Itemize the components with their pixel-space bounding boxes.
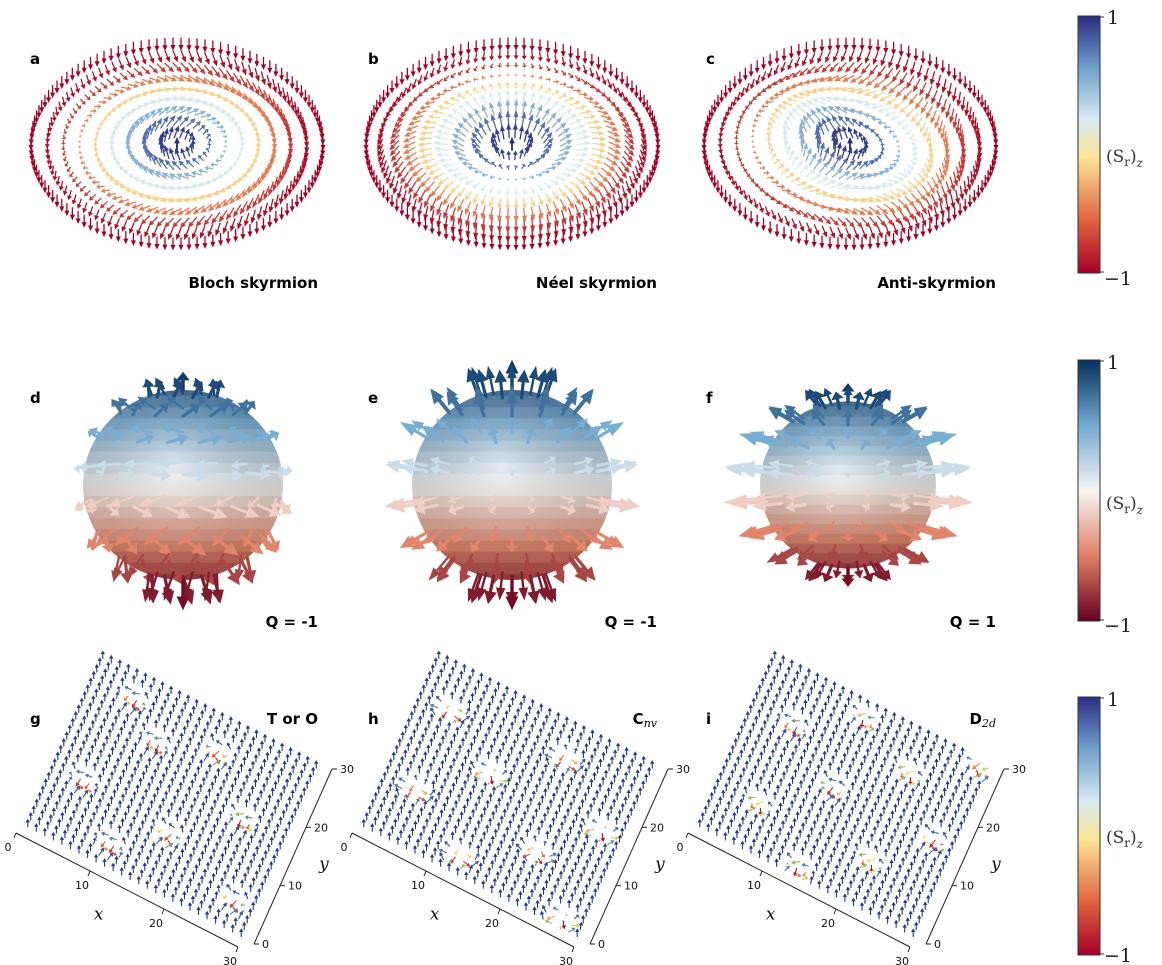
y-tick-label: 20 [314,821,328,834]
x-axis-label: x [430,904,440,924]
panel-title-d: Q = -1 [266,613,318,631]
sphere-anti [722,383,974,587]
y-tick-label: 30 [1012,763,1026,776]
panel-label-d: d [30,389,41,407]
x-tick-label: 0 [341,841,348,854]
panel-g: g T or O 0 10 20 30 0 10 20 30 x y [5,650,355,965]
panel-title-e: Q = -1 [605,613,657,631]
colorbar-middle-min: −1 [1104,615,1132,637]
colorbar-middle: 1 −1 (Sr)z [1077,352,1144,637]
colorbar-middle-quantity: (Sr)z [1106,494,1144,517]
bloch-skyrmion-arrows [28,37,326,251]
x-tick-label: 20 [485,917,499,930]
lattice-h: 0 10 20 30 0 10 20 30 x y [341,650,691,965]
y-tick-label: 30 [340,763,354,776]
sphere-bloch [73,372,293,610]
panel-title-g: T or O [267,710,318,728]
panel-label-h: h [368,710,379,728]
colorbar-top: 1 −1 (Sr)z [1077,7,1144,290]
panel-e: e Q = -1 [368,360,657,631]
colorbar-middle-max: 1 [1107,352,1119,374]
x-tick-label: 0 [677,841,684,854]
panel-b: b Néel skyrmion [363,37,661,292]
x-tick-label: 30 [895,955,909,965]
lattice-axes: 0 10 20 30 0 10 20 30 x y [677,763,1027,965]
panel-label-f: f [706,389,713,407]
y-tick-label: 0 [598,938,605,951]
sphere-neel [383,360,641,610]
colorbar-bottom-min: −1 [1104,945,1132,965]
colorbar-top-quantity: (Sr)z [1106,147,1144,170]
panel-label-i: i [706,710,711,728]
y-tick-label: 20 [986,821,1000,834]
y-tick-label: 30 [676,763,690,776]
panel-label-e: e [368,389,378,407]
panel-label-a: a [30,50,40,68]
lattice-i: 0 10 20 30 0 10 20 30 x y [677,650,1027,965]
panel-d: d Q = -1 [30,372,318,631]
x-axis-label: x [766,904,776,924]
colorbar-top-max: 1 [1107,7,1119,29]
panel-title-i: D2d [970,710,997,730]
y-axis-label: y [990,854,1001,874]
panel-f: f Q = 1 [706,383,996,631]
colorbar-middle-gradient [1077,359,1101,622]
lattice-axes: 0 10 20 30 0 10 20 30 x y [5,763,355,965]
anti-skyrmion-arrows [701,37,999,251]
panel-label-b: b [368,50,379,68]
lattice-axes: 0 10 20 30 0 10 20 30 x y [341,763,691,965]
panel-label-c: c [706,50,715,68]
x-tick-label: 30 [223,955,237,965]
panel-title-c: Anti-skyrmion [877,274,996,292]
colorbar-bottom-max: 1 [1107,689,1119,711]
panel-h: h Cnv 0 10 20 30 0 10 20 30 x y [341,650,691,965]
lattice-g: 0 10 20 30 0 10 20 30 x y [5,650,355,965]
colorbar-bottom-quantity: (Sr)z [1106,828,1144,851]
x-tick-label: 30 [559,955,573,965]
y-axis-label: y [654,854,665,874]
y-tick-label: 0 [934,938,941,951]
y-tick-label: 20 [650,821,664,834]
colorbar-bottom: 1 −1 (Sr)z [1077,689,1144,965]
neel-skyrmion-arrows [363,37,661,251]
y-tick-label: 10 [288,880,302,893]
panel-a: a Bloch skyrmion [28,37,326,292]
panel-title-f: Q = 1 [950,613,996,631]
x-tick-label: 10 [75,879,89,892]
y-tick-label: 10 [960,880,974,893]
panel-title-h: Cnv [633,710,658,730]
y-tick-label: 10 [624,880,638,893]
x-tick-label: 20 [149,917,163,930]
x-tick-label: 10 [747,879,761,892]
y-tick-label: 0 [262,938,269,951]
colorbar-top-min: −1 [1104,268,1132,290]
colorbar-top-gradient [1077,15,1101,274]
x-tick-label: 0 [5,841,12,854]
panel-c: c Anti-skyrmion [701,37,999,292]
x-tick-label: 20 [821,917,835,930]
panel-title-a: Bloch skyrmion [188,274,318,292]
panel-label-g: g [30,710,41,728]
colorbar-bottom-gradient [1077,696,1101,956]
y-axis-label: y [318,854,329,874]
x-axis-label: x [94,904,104,924]
x-tick-label: 10 [411,879,425,892]
panel-i: i D2d 0 10 20 30 0 10 20 30 x y [677,650,1027,965]
panel-title-b: Néel skyrmion [536,274,657,292]
